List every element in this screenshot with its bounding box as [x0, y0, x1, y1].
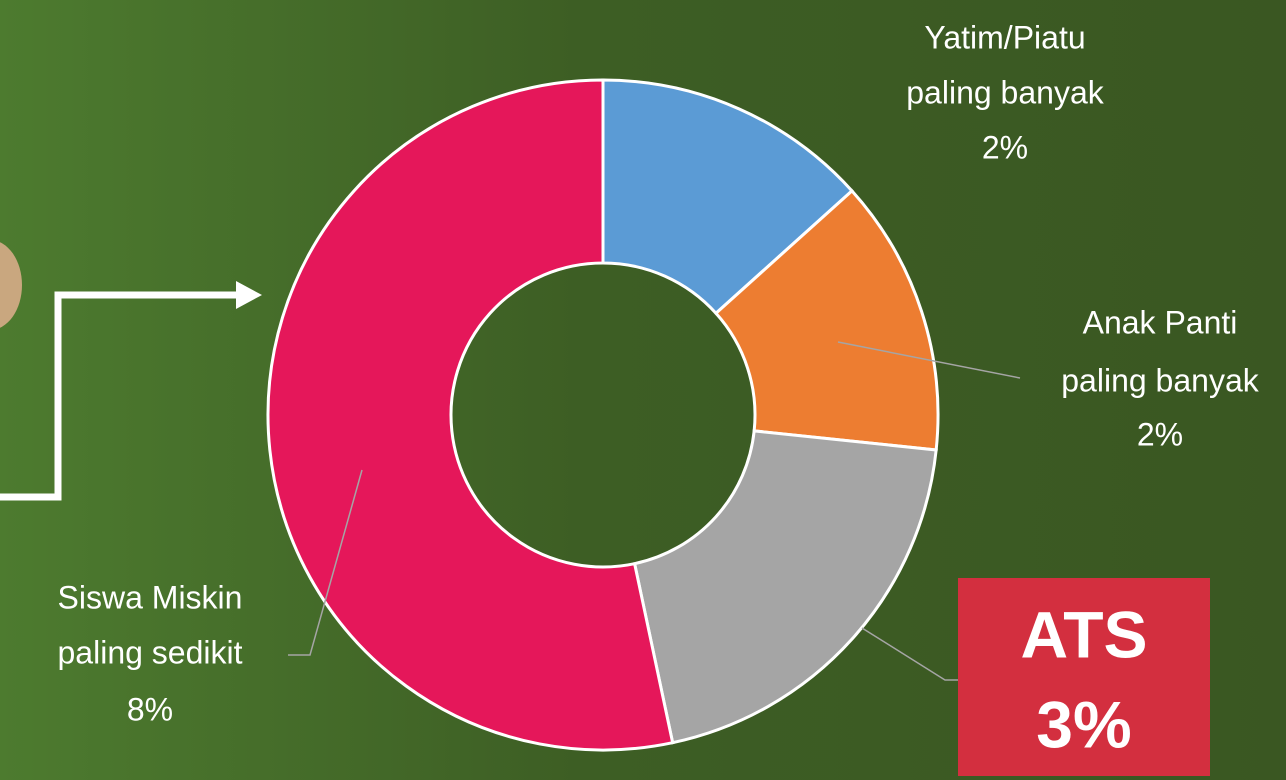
value-label: 2% [982, 129, 1028, 165]
value-label: 2% [1137, 416, 1183, 452]
arrow-head [236, 281, 262, 309]
leader-line [837, 341, 1021, 379]
decoration [0, 242, 22, 328]
category-label: Anak Panti [1083, 304, 1238, 340]
value-label: 3% [1036, 687, 1131, 761]
arrow [0, 291, 236, 501]
leader-line [861, 627, 958, 681]
slice [266, 78, 675, 752]
category-label: Yatim/Piatu [924, 19, 1085, 55]
slice [632, 429, 938, 745]
category-label: ATS [1020, 597, 1147, 671]
descriptor-label: paling banyak [1061, 362, 1259, 398]
descriptor-label: paling sedikit [58, 634, 243, 670]
slice [713, 188, 940, 452]
category-label: Siswa Miskin [58, 579, 243, 615]
descriptor-label: paling banyak [906, 74, 1104, 110]
value-label: 8% [127, 691, 173, 727]
slice [601, 78, 855, 316]
label-box [958, 578, 1210, 776]
leader-line [288, 469, 363, 656]
